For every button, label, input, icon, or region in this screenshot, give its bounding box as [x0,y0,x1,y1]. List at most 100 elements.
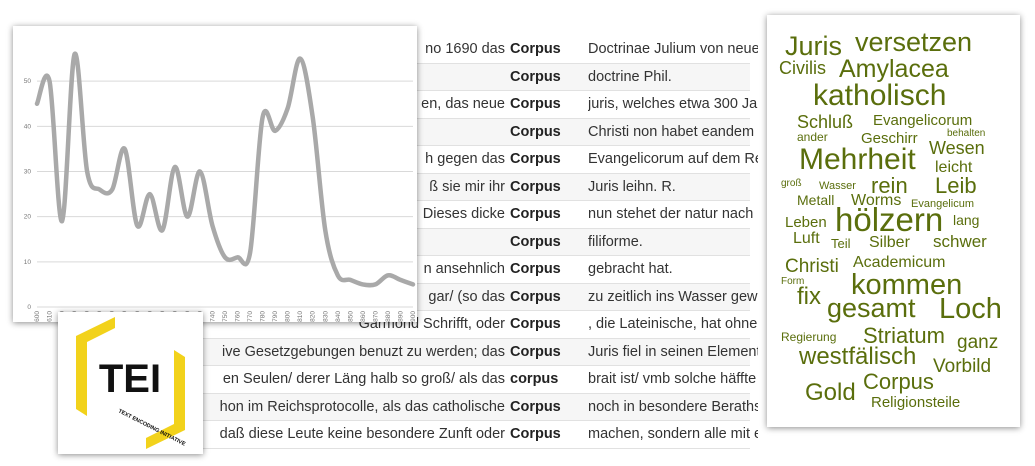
word-cloud-word: versetzen [855,27,973,57]
x-tick-label: 1890 [397,311,404,322]
word-cloud-word: groß [781,178,802,189]
concordance-left-context: en, das neue [421,96,505,112]
concordance-keyword: Corpus [510,233,561,250]
x-tick-label: 1610 [47,311,54,322]
concordance-left-context: n ansehnlich [423,261,505,277]
concordance-row: Dieses dicke Corpus nun stehet der natur n… [190,201,753,229]
x-tick-label: 1790 [272,311,279,322]
word-cloud-word: Amylacea [839,55,949,83]
concordance-keyword: Corpus [510,178,561,195]
word-cloud-word: katholisch [813,79,947,112]
series-line [34,51,416,288]
word-cloud-word: Evangelicorum [873,112,973,129]
y-tick-label: 30 [24,169,32,176]
concordance-right-context: Juris leihn. R. [588,178,676,195]
word-cloud-word: schwer [933,232,987,251]
word-cloud-word: Form [781,276,805,287]
word-cloud-word: rein [871,173,908,198]
x-tick-label: 1900 [410,311,417,322]
concordance-left-context: Dieses dicke [422,206,505,222]
tei-logo-text: TEI [99,357,161,401]
word-cloud-word: Christi [785,256,839,277]
concordance-left-context: no 1690 das [425,41,505,57]
x-tick-label: 1880 [385,311,392,322]
concordance-right-context: Juris fiel in seinen Element [588,343,758,360]
concordance-right-context: noch in besondere Beraths [588,398,758,415]
concordance-left-context: gar/ (so das [428,288,505,305]
tei-logo-bracket-left [76,317,115,416]
y-tick-label: 10 [24,259,32,266]
concordance-left-context: ive Gesetzgebungen benuzt zu werden; das [222,343,505,360]
x-tick-label: 1850 [347,311,354,322]
concordance-keyword: Corpus [510,426,561,442]
x-tick-label: 1740 [209,311,216,322]
concordance-right-context: , die Lateinische, hat ohne [588,316,758,332]
word-cloud-word: Leben [785,214,827,231]
x-tick-label: 1600 [34,311,41,322]
word-cloud-word: lang [953,212,980,228]
x-tick-label: 1840 [335,311,342,322]
word-cloud-word: Gold [805,379,856,406]
word-cloud-word: Striatum [863,323,945,348]
word-cloud-word: Wesen [929,138,985,158]
word-cloud-word: gesamt [827,293,916,323]
word-cloud-word: ander [797,130,828,144]
concordance-keyword: corpus [510,371,559,387]
concordance-left-context: daß diese Leute keine besondere Zunft od… [219,426,505,442]
y-tick-label: 40 [24,123,32,130]
frequency-line-chart: 0102030405016001610162016301640165016601… [24,51,417,322]
concordance-keyword: Corpus [510,398,561,415]
concordance-row: en, das neue Corpus juris, welches etwa 30… [190,91,757,119]
concordance-right-context: filiforme. [588,233,643,250]
word-cloud-word: Luft [793,230,820,247]
concordance-right-context: nun stehet der natur nach [588,206,754,222]
concordance-keyword: Corpus [510,151,561,167]
word-cloud-word: Mehrheit [799,143,916,176]
concordance-keyword: Corpus [510,316,561,332]
concordance-right-context: machen, sondern alle mit einander entwed… [588,426,758,442]
x-tick-label: 1870 [372,311,379,322]
x-tick-label: 1830 [322,311,329,322]
concordance-right-context: doctrine Phil. [588,68,672,85]
y-tick-label: 50 [24,78,32,85]
word-cloud-card: Juris versetzen Civilis Amylacea katholisch S… [767,15,1020,427]
concordance-right-context: zu zeitlich ins Wasser gew [588,288,758,305]
x-tick-label: 1760 [235,311,242,322]
concordance-keyword: Corpus [510,288,561,305]
word-cloud-word: Juris [785,31,843,61]
concordance-right-context: Doctrinae Julium von neue [588,41,758,57]
word-cloud-word: westfälisch [799,343,917,370]
word-cloud-word: Religionsteile [871,394,961,411]
concordance-left-context: ß sie mir ihr [429,178,505,195]
concordance-row: no 1690 das Corpus Doctrinae Julium von ne… [190,36,758,64]
word-cloud-word: Academicum [853,254,946,271]
word-cloud-word: Teil [831,236,851,251]
concordance-left-context: en Seulen/ derer Läng halb so groß/ als … [222,371,505,387]
concordance-keyword: Corpus [510,343,561,360]
concordance-row: daß diese Leute keine besondere Zunft od… [190,421,758,449]
word-cloud-word: leicht [935,159,973,176]
word-cloud-word: Silber [869,234,910,251]
word-cloud-word: Metall [797,192,835,208]
concordance-right-context: Evangelicorum auf dem Re [588,151,758,167]
concordance-keyword: Corpus [510,68,561,85]
word-cloud-word: Leib [935,173,977,198]
y-tick-label: 0 [27,304,31,311]
x-tick-label: 1820 [310,311,317,322]
concordance-keyword: Corpus [510,206,561,222]
word-cloud-word: Evangelicum [911,198,974,210]
concordance-keyword: Corpus [510,41,561,57]
concordance-row: ive Gesetzgebungen benuzt zu werden; das… [190,338,758,366]
tei-logo-card: TEI TEXT ENCODING INITIATIVE [58,312,203,454]
concordance-right-context: gebracht hat. [588,261,673,277]
x-tick-label: 1780 [260,311,267,322]
tei-logo: TEI TEXT ENCODING INITIATIVE [76,317,186,449]
concordance-left-context: h gegen das [425,151,505,167]
concordance-left-context: hon im Reichsprotocolle, als das catholi… [219,398,505,415]
word-cloud-word: Corpus [863,369,934,394]
x-tick-label: 1770 [247,311,254,322]
word-cloud-word: behalten [947,128,986,139]
x-tick-label: 1750 [222,311,229,322]
concordance-keyword: Corpus [510,96,561,112]
word-cloud-word: Schluß [797,112,854,132]
